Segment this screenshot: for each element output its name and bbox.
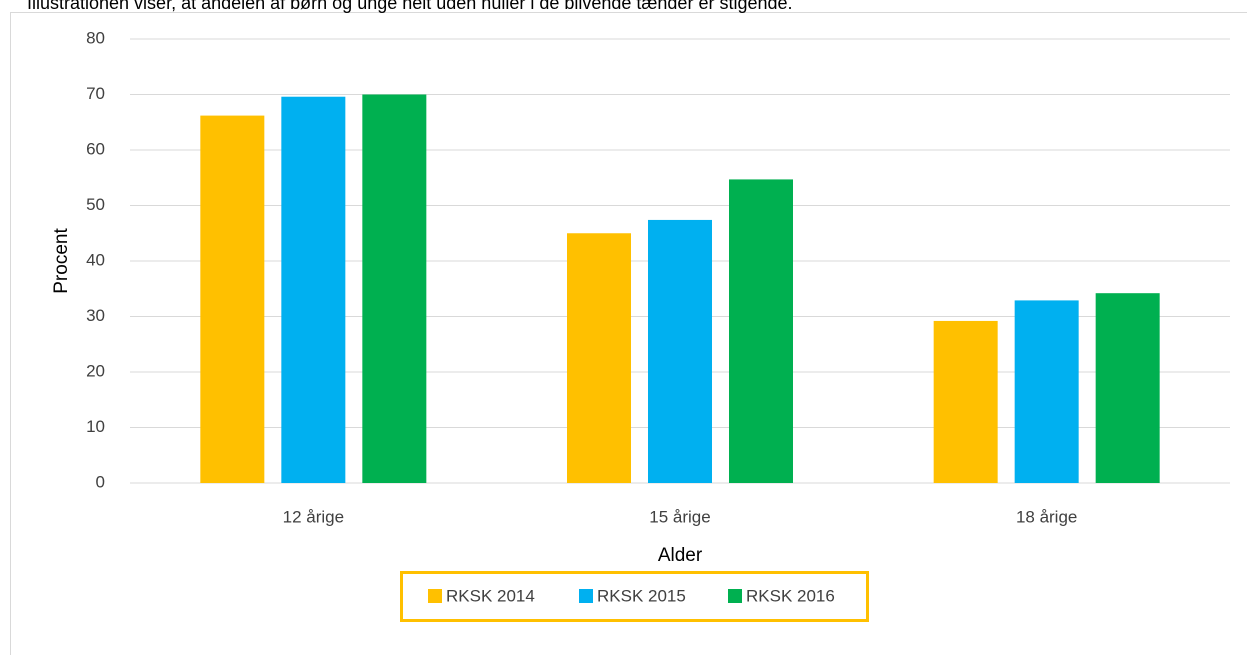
bar: [362, 94, 427, 483]
y-tick-label: 50: [86, 195, 105, 214]
legend-label: RKSK 2016: [746, 586, 835, 605]
legend-label: RKSK 2015: [597, 586, 686, 605]
bar: [648, 219, 712, 483]
y-tick-label: 40: [86, 250, 105, 269]
y-tick-label: 30: [86, 306, 105, 325]
legend-label: RKSK 2014: [446, 586, 535, 605]
x-tick-label: 15 årige: [649, 507, 710, 526]
y-tick-label: 60: [86, 139, 105, 158]
x-tick-label: 12 årige: [283, 507, 344, 526]
bar: [281, 96, 346, 483]
caption: Illustrationen viser, at andelen af børn…: [27, 0, 793, 13]
x-tick-label: 18 årige: [1016, 507, 1077, 526]
y-tick-label: 0: [96, 472, 105, 491]
bar: [1095, 293, 1160, 483]
x-axis-label: Alder: [658, 545, 703, 566]
legend-swatch: [579, 589, 593, 603]
y-tick-label: 70: [86, 84, 105, 103]
y-tick-label: 20: [86, 361, 105, 380]
y-tick-label: 80: [86, 28, 105, 47]
bar: [200, 115, 265, 483]
legend-swatch: [428, 589, 442, 603]
bar: [729, 179, 793, 484]
bar: [1014, 300, 1079, 483]
bar: [567, 233, 631, 483]
y-axis-label: Procent: [51, 228, 72, 294]
y-tick-label: 10: [86, 417, 105, 436]
legend-box: [400, 571, 869, 622]
legend-swatch: [728, 589, 742, 603]
bar: [933, 320, 998, 483]
